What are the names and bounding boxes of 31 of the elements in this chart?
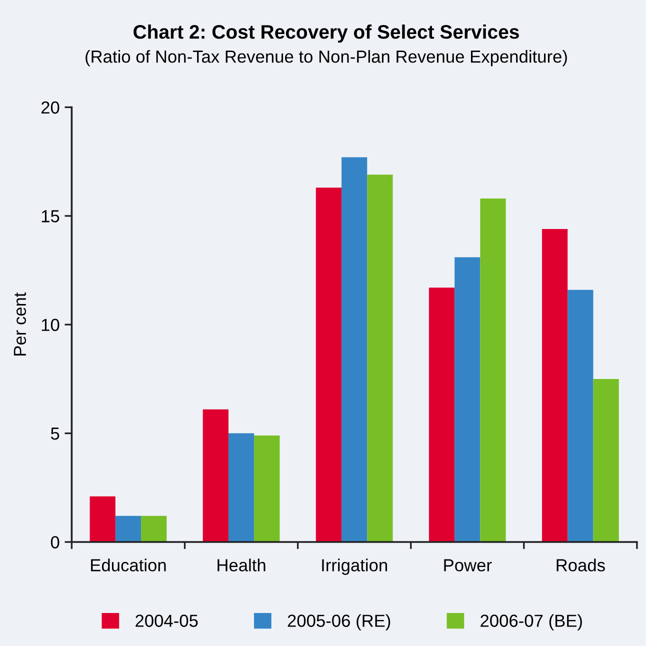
bar [342, 157, 368, 542]
bar [542, 228, 568, 542]
y-tick-label: 5 [50, 428, 60, 440]
bar [254, 435, 280, 542]
bar [428, 288, 455, 542]
chart-subtitle: (Ratio of Non-Tax Revenue to Non-Plan Revenue Expenditure) [86, 50, 567, 66]
bar [316, 188, 342, 542]
y-tick-label: 15 [42, 210, 60, 222]
y-tick-label: 0 [50, 536, 60, 548]
bar [228, 433, 254, 542]
y-tick-label: 20 [41, 101, 60, 114]
legend-label: 2006-07 (BE) [480, 614, 582, 630]
x-tick-label: Power [444, 559, 492, 572]
legend-label: 2004-05 [136, 614, 198, 627]
bar [454, 257, 480, 542]
bar [115, 516, 142, 542]
bar [367, 174, 393, 542]
legend-label: 2005-06 (RE) [288, 614, 390, 630]
y-axis-title: Per cent [14, 292, 26, 356]
bar [202, 409, 228, 542]
bar [593, 378, 619, 542]
bar [480, 198, 506, 542]
y-tick-label: 10 [42, 318, 60, 332]
x-tick-label: Health [218, 558, 266, 572]
x-tick-label: Irrigation [322, 558, 387, 575]
x-tick-label: Education [91, 558, 166, 572]
bar [568, 290, 594, 542]
bar [141, 516, 167, 542]
bar [90, 496, 116, 542]
chart-title: Chart 2: Cost Recovery of Select Services [134, 24, 519, 43]
x-tick-label: Roads [556, 558, 605, 572]
